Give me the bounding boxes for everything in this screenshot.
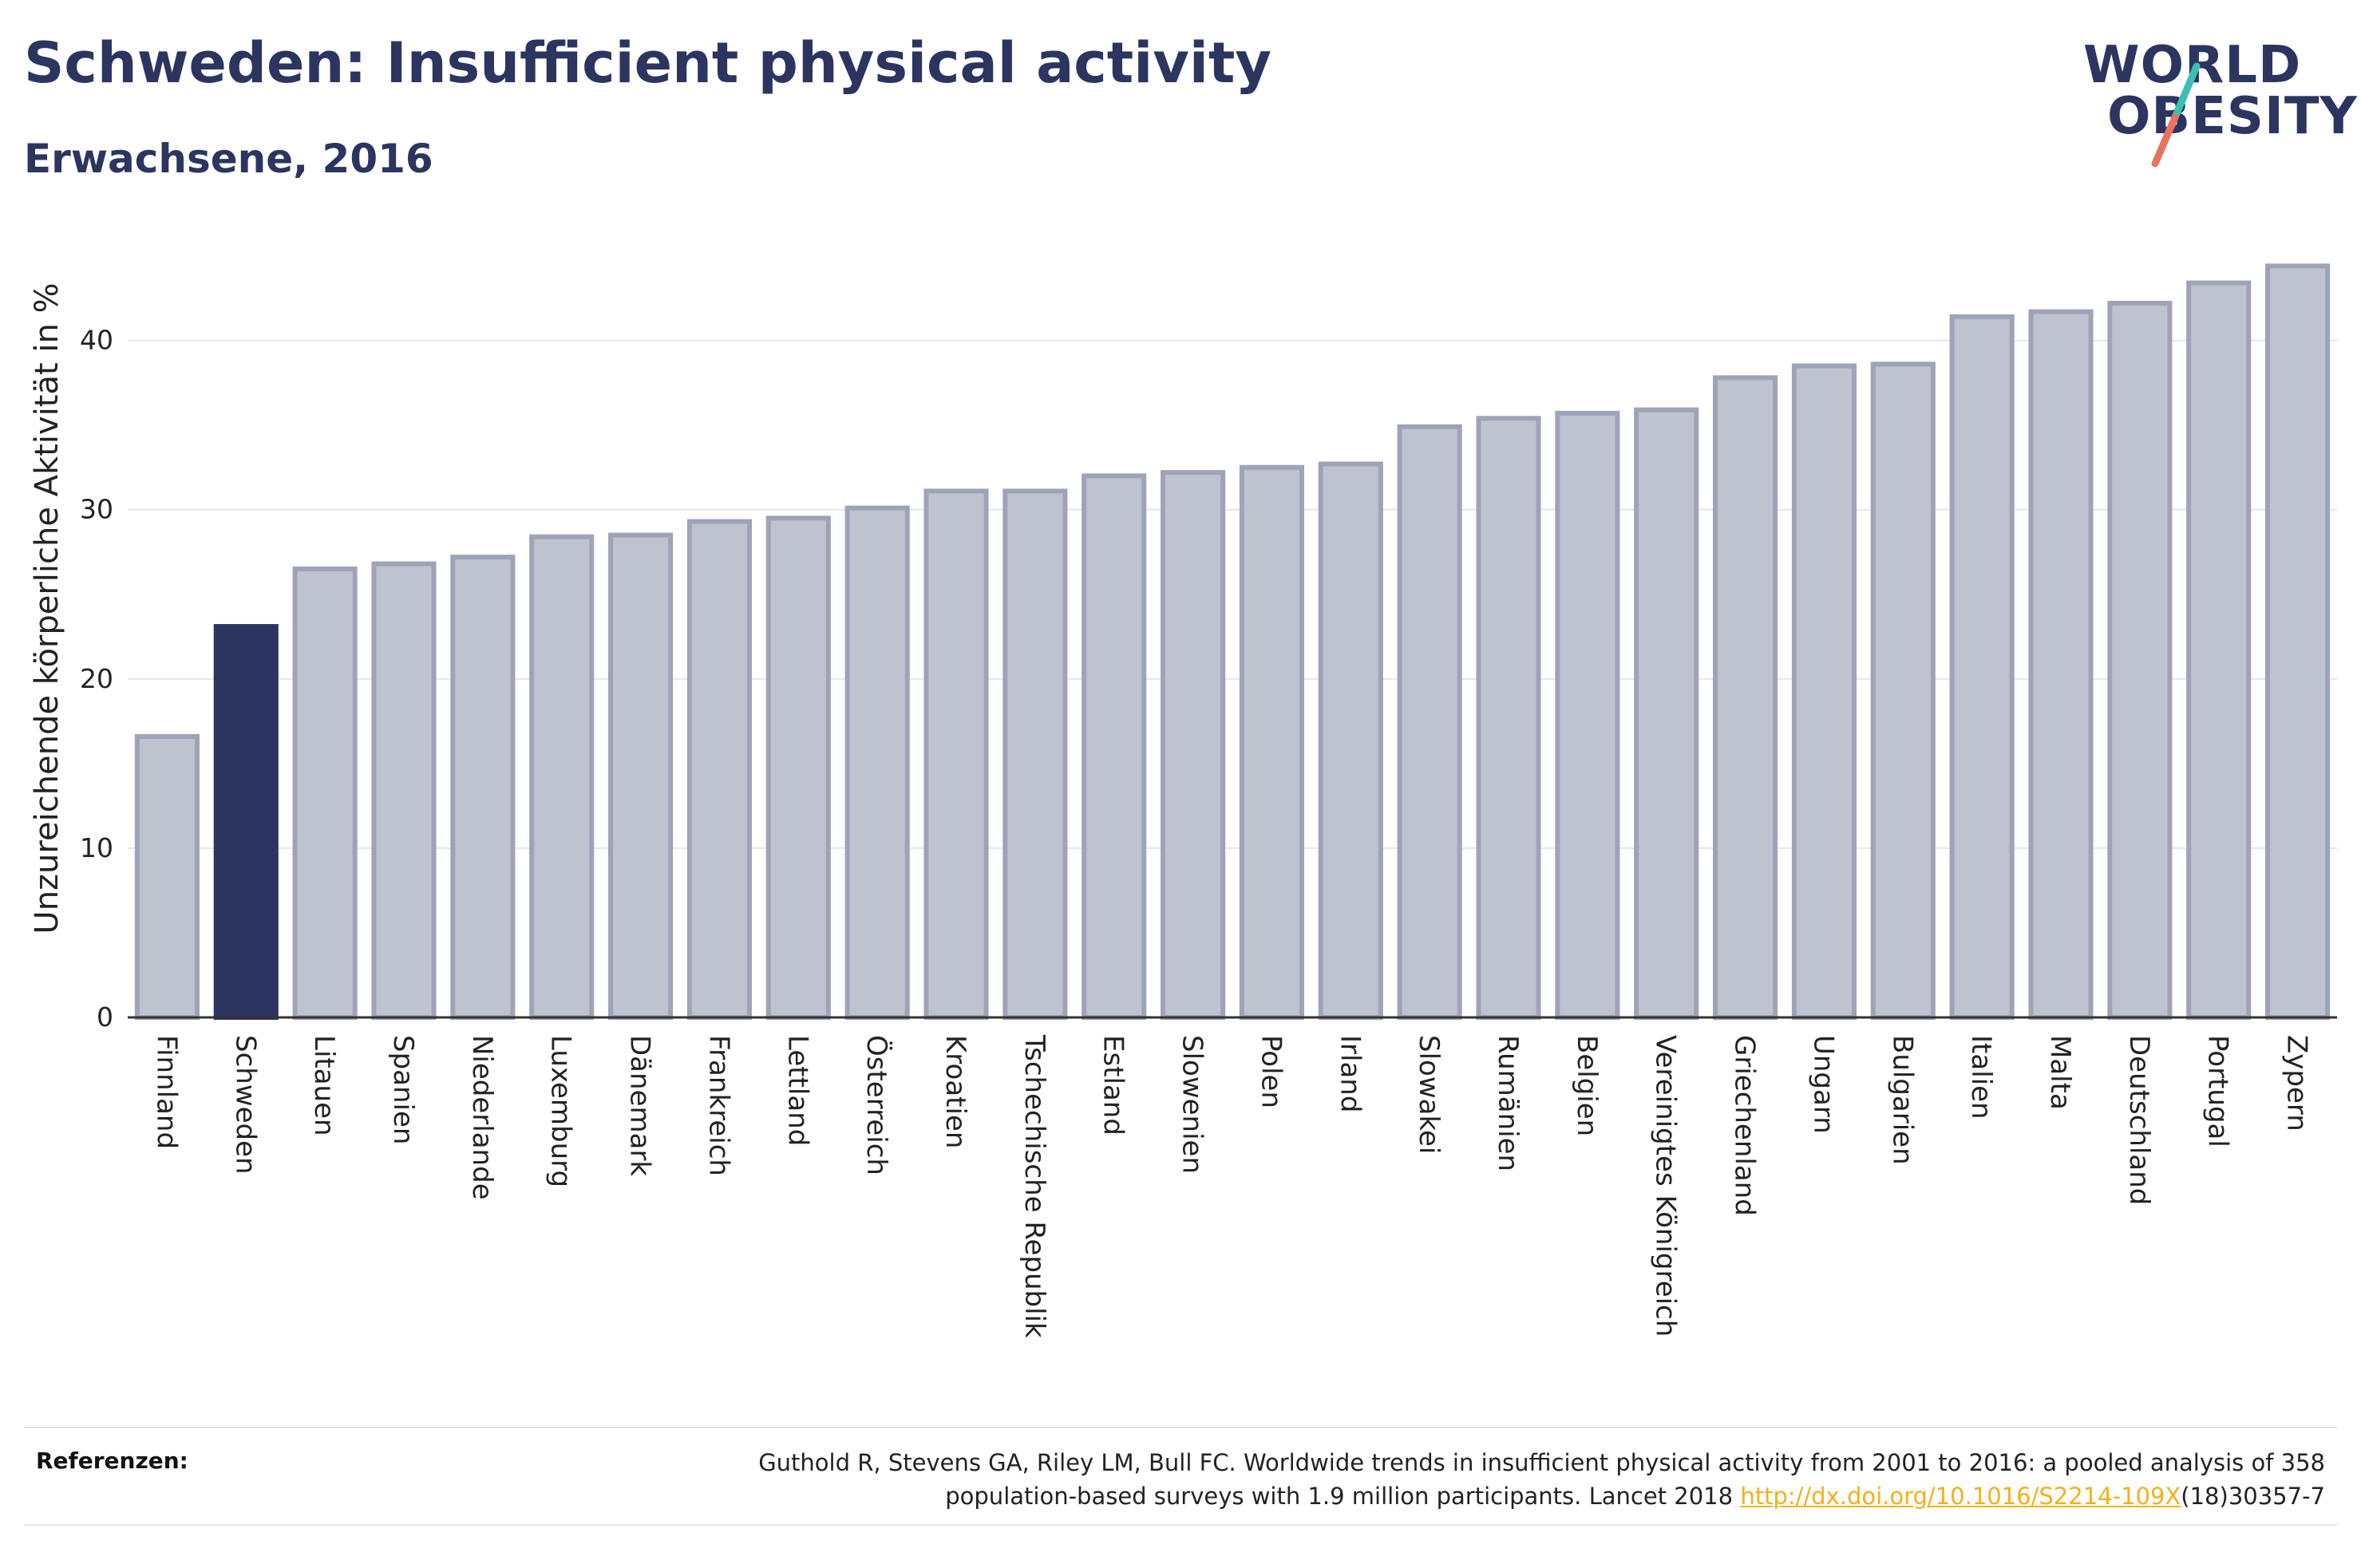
bar-italien (1949, 314, 2015, 1020)
x-tick-label: Kroatien (939, 1035, 971, 1148)
x-tick-label: Niederlande (466, 1035, 498, 1200)
bar-frankreich (686, 519, 752, 1021)
y-tick-label: 10 (80, 832, 113, 863)
bar-österreich (844, 505, 910, 1021)
x-tick-label: Belgien (1571, 1035, 1603, 1136)
y-tick-label: 0 (97, 1001, 113, 1033)
bar-vereinigtes-königreich (1634, 407, 1699, 1021)
bar-portugal (2186, 280, 2252, 1021)
bar-niederlande (450, 555, 516, 1021)
x-tick-label: Zypern (2281, 1035, 2313, 1132)
references-divider-bottom (24, 1524, 2337, 1526)
x-tick-label: Estland (1097, 1035, 1129, 1136)
x-tick-label: Polen (1255, 1035, 1287, 1108)
bar-polen (1239, 464, 1304, 1020)
logo-line-2: OBESITY (2107, 87, 2358, 146)
bar-slowakei (1397, 424, 1462, 1021)
x-tick-label: Slowenien (1177, 1035, 1208, 1174)
bar-schweden (213, 624, 279, 1020)
bar-belgien (1555, 410, 1620, 1021)
reference-line-2-suffix: (18)30357-7 (2181, 1483, 2325, 1510)
bar-finnland (134, 733, 200, 1021)
bar-malta (2028, 309, 2094, 1021)
bar-slowenien (1161, 470, 1226, 1021)
x-tick-label: Irland (1334, 1035, 1366, 1112)
y-tick-label: 40 (80, 325, 113, 356)
bar-chart: 0 10 20 30 40 Unzureichende körperliche Aktiv… (29, 263, 2337, 1338)
x-tick-label: Litauen (308, 1035, 340, 1136)
bar-lettland (765, 515, 831, 1021)
logo-slash-icon (2151, 62, 2201, 168)
references-divider-top (24, 1427, 2337, 1428)
bar-rumänien (1476, 416, 1541, 1020)
x-tick-label: Griechenland (1729, 1035, 1761, 1216)
x-tick-label: Slowakei (1413, 1035, 1445, 1154)
bar-kroatien (923, 488, 989, 1020)
x-tick-label: Österreich (860, 1035, 893, 1175)
x-tick-label: Malta (2044, 1035, 2076, 1110)
x-tick-label: Dänemark (624, 1035, 656, 1176)
y-axis-label: Unzureichende körperliche Aktivität in % (29, 282, 65, 934)
bar-bulgarien (1870, 361, 1936, 1021)
bar-griechenland (1713, 375, 1778, 1021)
x-tick-label: Schweden (229, 1035, 261, 1175)
bar-luxemburg (529, 534, 595, 1020)
reference-line-2-prefix: population-based surveys with 1.9 millio… (945, 1483, 1741, 1510)
x-tick-label: Bulgarien (1886, 1035, 1918, 1165)
world-obesity-logo: WORLD OBESITY (2083, 36, 2357, 172)
y-tick-label: 30 (80, 494, 113, 525)
x-tick-label: Deutschland (2123, 1035, 2155, 1205)
y-tick-label: 20 (80, 663, 113, 694)
reference-line-1: Guthold R, Stevens GA, Riley LM, Bull FC… (758, 1449, 2325, 1476)
bar-deutschland (2107, 300, 2173, 1020)
x-tick-label: Frankreich (702, 1035, 734, 1176)
x-tick-label: Finnland (150, 1035, 182, 1149)
bar-irland (1318, 461, 1383, 1020)
x-tick-label: Ungarn (1807, 1035, 1839, 1134)
references-label: Referenzen: (36, 1448, 188, 1474)
x-tick-label: Tschechische Republik (1018, 1034, 1050, 1338)
x-tick-label: Spanien (387, 1035, 419, 1144)
bar-estland (1082, 473, 1147, 1021)
x-tick-label: Lettland (781, 1035, 813, 1146)
chart-title: Schweden: Insufficient physical activity (24, 30, 1271, 96)
x-tick-label: Portugal (2202, 1035, 2234, 1147)
x-tick-label: Italien (1965, 1035, 1997, 1120)
bar-spanien (371, 561, 437, 1021)
bar-tschechische-republik (1003, 488, 1068, 1020)
x-tick-label: Rumänien (1492, 1035, 1524, 1171)
bar-ungarn (1791, 363, 1857, 1020)
reference-doi-link[interactable]: http://dx.doi.org/10.1016/S2214-109X (1740, 1483, 2181, 1510)
references-text: Guthold R, Stevens GA, Riley LM, Bull FC… (489, 1446, 2325, 1513)
x-tick-label: Luxemburg (545, 1035, 577, 1187)
bar-zypern (2265, 263, 2331, 1021)
bar-litauen (292, 566, 358, 1020)
bar-dänemark (608, 532, 674, 1020)
x-tick-label: Vereinigtes Königreich (1650, 1035, 1682, 1337)
chart-subtitle: Erwachsene, 2016 (24, 136, 433, 182)
